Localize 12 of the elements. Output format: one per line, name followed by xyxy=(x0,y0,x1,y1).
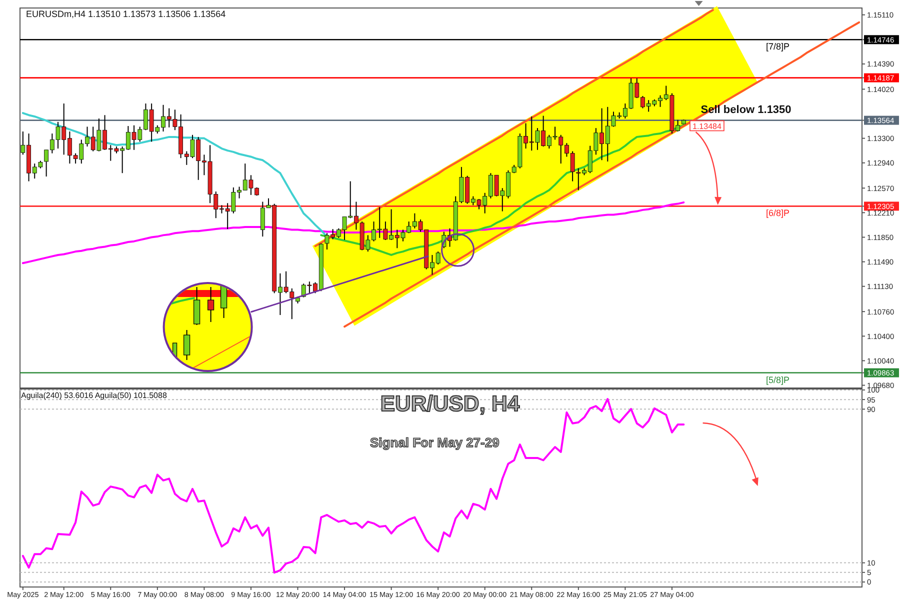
ref-line-label: [7/8]P xyxy=(766,42,790,52)
annotation: Signal For May 27-29 xyxy=(370,435,500,450)
annotation: 1.13484 xyxy=(692,122,722,131)
line-series xyxy=(344,21,860,328)
line-series xyxy=(320,124,685,256)
annotation: Sell below 1.1350 xyxy=(700,104,792,116)
chart-title: Aguila(240) 53.6016 Aguila(50) 101.5088 xyxy=(21,391,168,400)
ref-line-label: [6/8]P xyxy=(766,208,790,218)
ref-line-label: [5/8]P xyxy=(766,374,790,385)
annotation: EUR/USD, H4 xyxy=(380,391,520,416)
chart-title: EURUSDm,H4 1.13510 1.13573 1.13506 1.13564 xyxy=(26,9,226,19)
line-series xyxy=(22,201,685,264)
